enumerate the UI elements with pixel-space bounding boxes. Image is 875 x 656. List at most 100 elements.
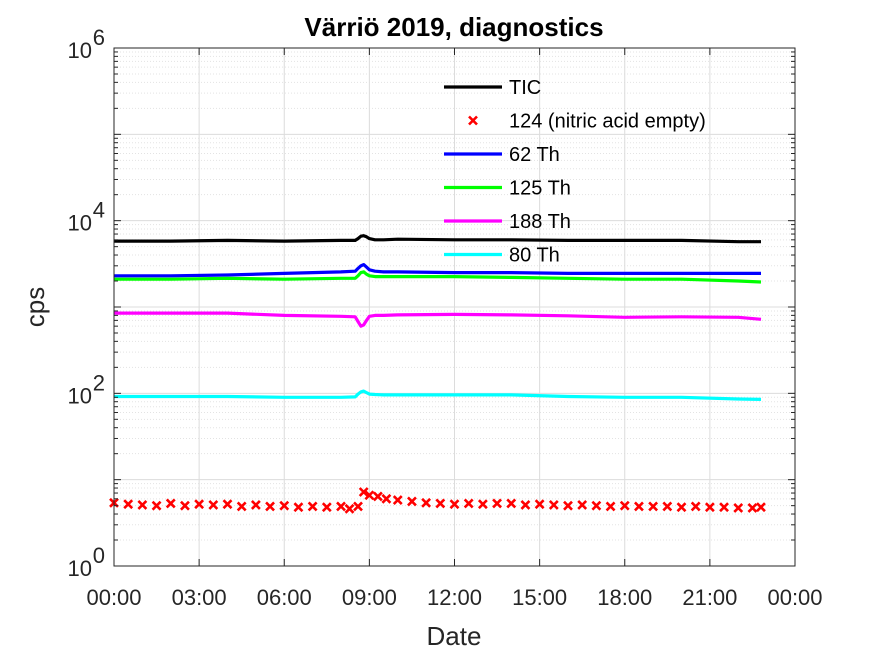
x-tick-label: 09:00 [342,585,397,610]
series-point [704,502,715,513]
series-point [520,499,531,510]
series-point [634,501,644,512]
series-4 [114,311,762,328]
legend-entry: 124 (nitric acid empty) [468,111,706,133]
series-point [747,503,758,513]
series-point [123,499,134,510]
series-point [222,499,233,510]
legend-label: TIC [509,77,541,99]
series-point [591,500,602,511]
series-point [619,500,630,511]
series-point [180,500,190,511]
series-point [392,495,403,506]
legend-label: 80 Th [509,245,560,267]
series-layer [109,234,766,514]
series-point [307,501,318,512]
series-point [194,499,205,510]
series-point [151,500,162,511]
series-1 [109,487,766,514]
series-point [506,498,517,509]
series-point [279,500,290,511]
x-tick-label: 18:00 [597,585,652,610]
series-point [336,501,346,512]
series-2 [114,263,761,278]
y-axis-label: cps [20,287,50,327]
series-line [114,263,761,278]
series-point [407,496,417,507]
series-point [250,499,261,510]
series-point [208,499,219,510]
series-point [477,499,488,510]
x-tick-label: 15:00 [512,585,567,610]
x-tick-label: 00:00 [86,585,141,610]
x-tick-label: 03:00 [172,585,227,610]
series-point [321,502,332,513]
series-point [165,498,176,509]
series-point [265,501,275,512]
series-point [534,499,545,510]
y-tick-base: 10 [68,556,92,581]
x-axis-label: Date [427,621,482,651]
series-3 [114,270,762,284]
x-tick-label: 06:00 [257,585,312,610]
series-point [662,501,673,512]
series-point [449,499,460,510]
series-point [137,499,148,510]
y-tick-label: 100 [68,543,105,581]
legend-swatch [468,115,478,126]
series-point [463,498,474,509]
x-tick-label: 21:00 [682,585,737,610]
y-tick-exponent: 4 [93,198,105,223]
series-line [114,234,761,244]
series-point [733,503,744,513]
series-point [648,501,659,512]
series-point [353,501,363,512]
legend-entry: 188 Th [444,211,571,233]
series-point [690,501,701,512]
series-point [372,491,383,502]
legend: TIC 124 (nitric acid empty) 62 Th 125 Th 188… [444,77,706,267]
ticks [113,47,796,567]
y-tick-base: 10 [68,383,92,408]
series-line [114,270,762,284]
legend-entry: 125 Th [444,178,571,200]
series-point [719,502,729,513]
legend-label: 124 (nitric acid empty) [509,111,706,133]
y-tick-label: 104 [68,198,105,236]
series-point [236,501,247,512]
y-tick-label: 106 [68,25,105,63]
series-point [421,497,432,508]
y-tick-exponent: 2 [93,370,105,395]
series-point [293,502,304,513]
legend-label: 188 Th [509,211,571,233]
series-point [435,498,446,509]
x-tick-labels: 00:00 03:00 06:00 09:00 12:00 15:00 18:00 21:00… [86,585,822,610]
series-point [577,499,588,510]
series-point [676,502,687,513]
series-point [563,500,573,511]
y-tick-exponent: 0 [93,543,105,568]
y-tick-base: 10 [68,211,92,236]
series-line [114,311,762,328]
legend-entry: 80 Th [444,245,560,267]
y-tick-label: 102 [68,370,105,408]
y-tick-base: 10 [68,38,92,63]
series-point [492,498,502,509]
series-point [605,501,616,512]
series-point [381,493,392,504]
series-point [344,503,355,514]
series-line [114,389,762,401]
x-tick-label: 00:00 [767,585,822,610]
legend-label: 62 Th [509,144,560,166]
x-tick-label: 12:00 [427,585,482,610]
series-point [358,487,369,497]
series-point [756,502,766,513]
series-5 [114,389,762,401]
series-point [364,490,375,501]
y-tick-exponent: 6 [93,25,105,50]
legend-entry: TIC [444,77,541,99]
legend-entry: 62 Th [444,144,560,166]
series-point [548,499,559,510]
